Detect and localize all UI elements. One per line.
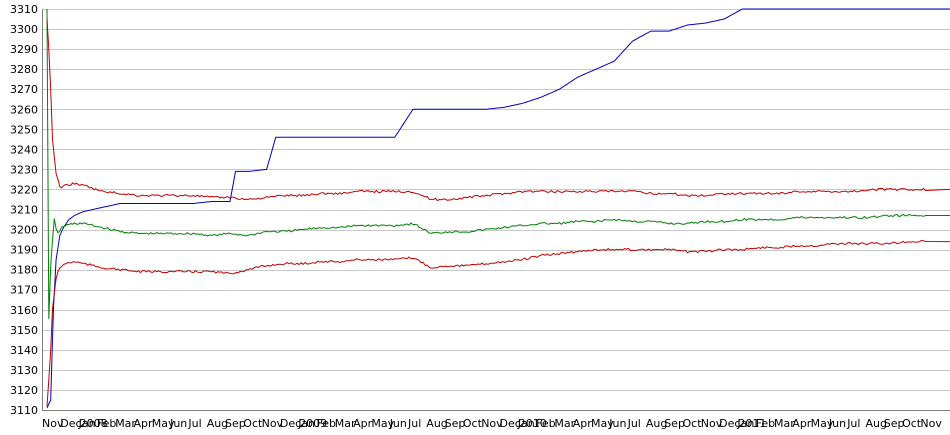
y-tick-label: 3150 — [10, 324, 38, 337]
x-tick-label: Jul — [627, 417, 641, 430]
y-tick-label: 3300 — [10, 23, 38, 36]
x-tick-label: Sep — [884, 417, 905, 430]
x-tick-label: Oct — [463, 417, 483, 430]
x-year-label: 2008 — [80, 417, 108, 430]
x-tick-label: Jun — [389, 417, 407, 430]
x-tick-label: Dec — [280, 417, 301, 430]
y-tick-label: 3130 — [10, 364, 38, 377]
y-tick-label: 3290 — [10, 43, 38, 56]
x-tick-label: Apr — [573, 417, 593, 430]
x-tick-label: Feb — [97, 417, 116, 430]
x-tick-label: Sep — [664, 417, 685, 430]
y-tick-label: 3160 — [10, 304, 38, 317]
y-tick-label: 3310 — [10, 3, 38, 16]
x-tick-label: May — [591, 417, 614, 430]
y-tick-label: 3240 — [10, 143, 38, 156]
x-tick-label: Jun — [169, 417, 187, 430]
y-tick-label: 3140 — [10, 344, 38, 357]
y-tick-label: 3170 — [10, 284, 38, 297]
series-line-4 — [46, 239, 950, 407]
y-tick-label: 3230 — [10, 163, 38, 176]
y-tick-label: 3220 — [10, 183, 38, 196]
x-tick-label: Dec — [60, 417, 81, 430]
x-tick-label: Jul — [846, 417, 860, 430]
x-tick-label: Apr — [792, 417, 812, 430]
x-tick-label: Oct — [243, 417, 263, 430]
x-tick-label: Feb — [536, 417, 555, 430]
y-tick-label: 3190 — [10, 244, 38, 257]
x-tick-label: Mar — [115, 417, 136, 430]
x-tick-label: Jun — [828, 417, 846, 430]
x-tick-label: Aug — [207, 417, 228, 430]
y-tick-label: 3200 — [10, 224, 38, 237]
y-axis-ticks: 3110 3120 3130 3140 3150 3160 3170 3180 3190 3200… — [10, 3, 38, 417]
x-tick-label: Nov — [701, 417, 723, 430]
x-tick-label: Jan — [517, 417, 535, 430]
series-line-2 — [46, 8, 950, 320]
x-tick-label: Nov — [920, 417, 942, 430]
x-tick-label: Aug — [646, 417, 667, 430]
x-tick-label: Sep — [445, 417, 466, 430]
y-tick-label: 3210 — [10, 204, 38, 217]
x-tick-label: Aug — [866, 417, 887, 430]
x-tick-label: Nov — [262, 417, 284, 430]
x-tick-label: Jun — [608, 417, 626, 430]
x-year-label: 2010 — [519, 417, 547, 430]
x-tick-label: Mar — [335, 417, 356, 430]
x-tick-label: Aug — [426, 417, 447, 430]
y-tick-label: 3270 — [10, 83, 38, 96]
x-year-label: 2011 — [738, 417, 766, 430]
y-tick-label: 3180 — [10, 264, 38, 277]
x-tick-label: Jul — [407, 417, 421, 430]
x-tick-label: Sep — [225, 417, 246, 430]
data-series — [46, 8, 950, 409]
x-tick-label: Mar — [554, 417, 575, 430]
x-tick-label: Dec — [719, 417, 740, 430]
x-tick-label: Mar — [774, 417, 795, 430]
x-tick-label: Nov — [481, 417, 503, 430]
x-tick-label: Jan — [297, 417, 315, 430]
x-tick-label: Feb — [317, 417, 336, 430]
x-tick-label: Jan — [736, 417, 754, 430]
series-line-3 — [46, 18, 950, 202]
x-year-label: 2009 — [299, 417, 327, 430]
y-tick-label: 3120 — [10, 384, 38, 397]
y-tick-label: 3280 — [10, 63, 38, 76]
x-tick-label: Jan — [78, 417, 96, 430]
x-tick-label: Oct — [683, 417, 703, 430]
x-tick-label: Feb — [756, 417, 775, 430]
x-tick-label: Apr — [134, 417, 154, 430]
y-tick-label: 3110 — [10, 404, 38, 417]
y-tick-label: 3260 — [10, 103, 38, 116]
x-tick-label: Oct — [902, 417, 922, 430]
gridlines — [42, 9, 950, 411]
x-tick-label: May — [371, 417, 394, 430]
x-tick-label: Jul — [187, 417, 201, 430]
series-line-1 — [46, 8, 950, 409]
x-tick-label: May — [811, 417, 834, 430]
x-tick-label: Nov — [42, 417, 64, 430]
x-tick-label: Dec — [500, 417, 521, 430]
x-tick-label: May — [152, 417, 175, 430]
axes — [42, 9, 950, 411]
x-tick-label: Apr — [353, 417, 373, 430]
y-tick-label: 3250 — [10, 123, 38, 136]
